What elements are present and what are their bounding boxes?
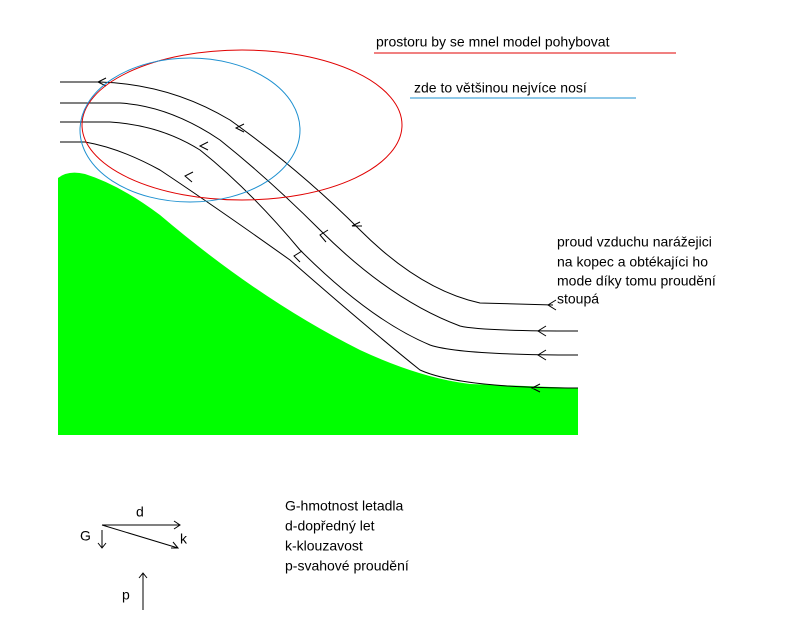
streamline — [60, 141, 579, 389]
legend-item: k-klouzavost — [285, 538, 363, 554]
hill — [58, 172, 578, 435]
legend-item: p-svahové proudění — [285, 558, 409, 574]
lift-zone-ellipse — [79, 57, 301, 203]
streamline — [60, 121, 579, 356]
airflow-note: mode díky tomu proudění — [557, 273, 716, 289]
lift-note: zde to většinou nejvíce nosí — [414, 80, 587, 96]
streamlines — [60, 77, 579, 393]
streamline — [60, 81, 554, 306]
vector-label: d — [136, 504, 144, 520]
airflow-note: na kopec a obtékajíci ho — [557, 254, 708, 270]
streamline — [60, 102, 579, 332]
flow-arrows — [96, 77, 557, 393]
vector-arrows — [97, 520, 181, 610]
legend-item: d-dopředný let — [285, 518, 375, 534]
airflow-note: proud vzduchu narážejici — [557, 234, 712, 250]
model-space-note: prostoru by se mnel model pohybovat — [376, 34, 610, 50]
vector-label: G — [80, 528, 91, 544]
airflow-note: stoupá — [557, 291, 599, 307]
legend-item: G-hmotnost letadla — [285, 498, 403, 514]
model-space-ellipse — [81, 49, 403, 201]
force-vectors: G d k p — [80, 504, 188, 610]
vector-label: k — [180, 531, 188, 547]
vector-label: p — [122, 587, 130, 603]
